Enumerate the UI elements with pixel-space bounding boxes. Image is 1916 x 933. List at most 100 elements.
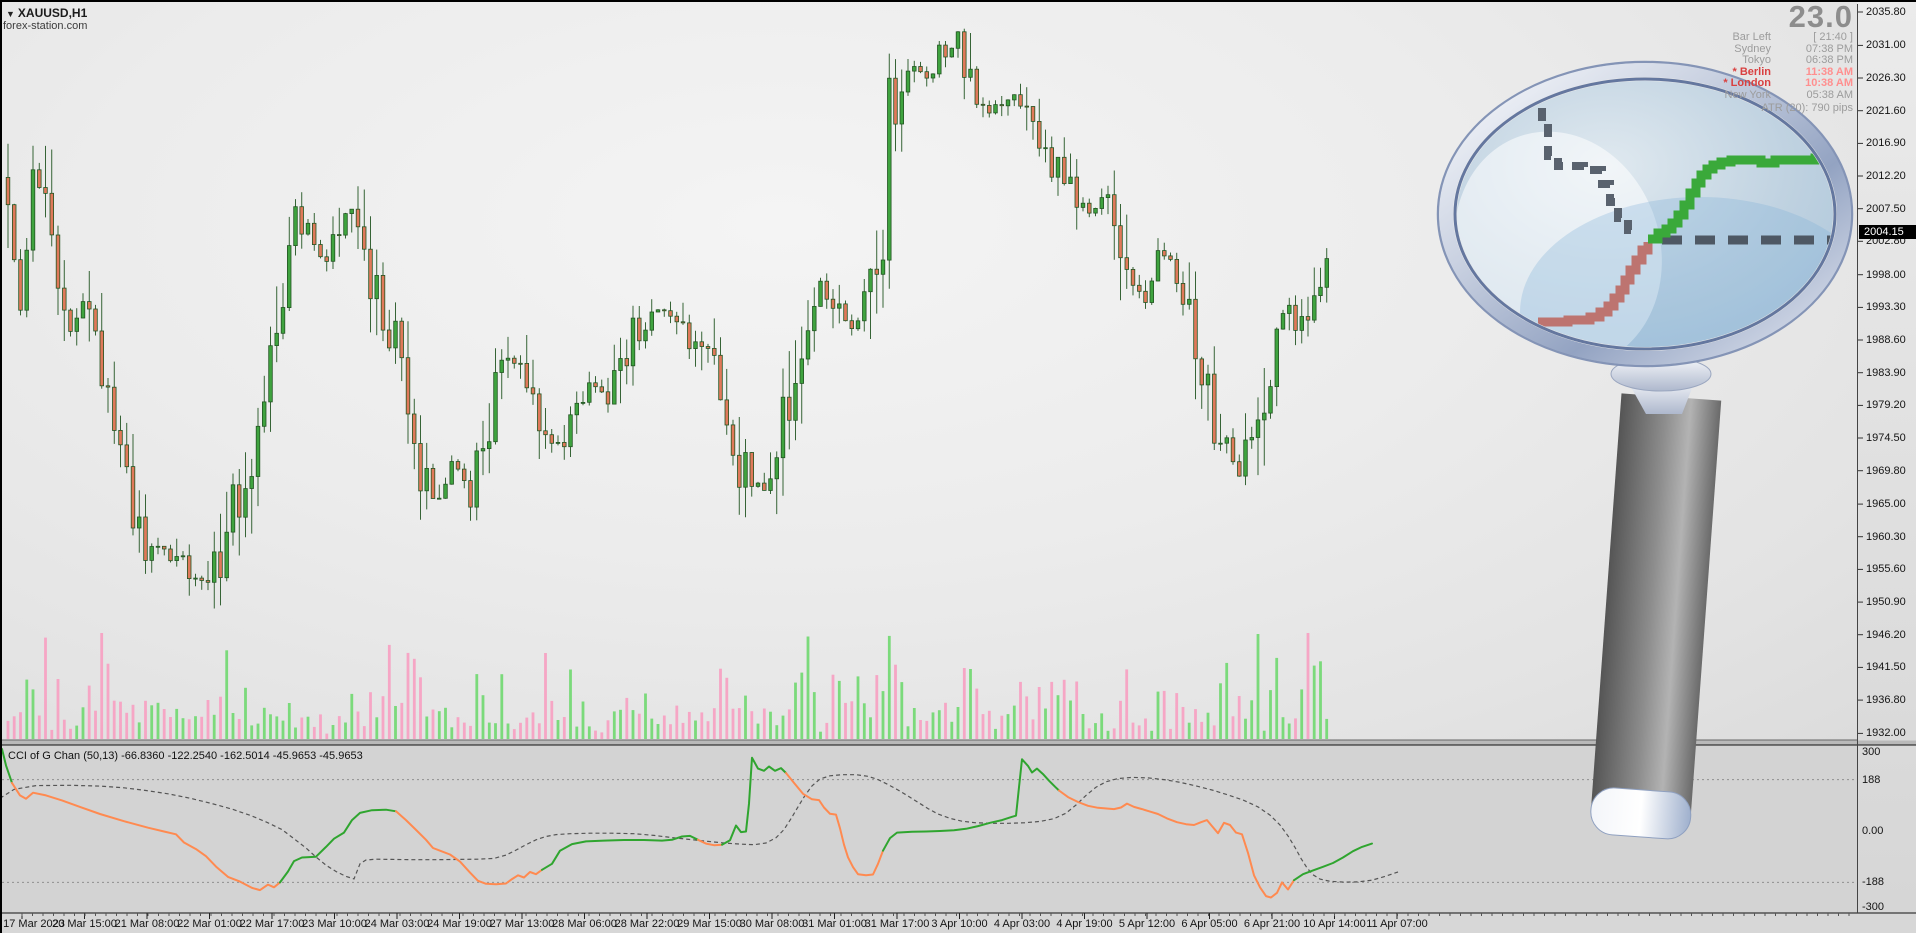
price-axis-label: 1974.50: [1866, 432, 1906, 444]
time-axis-label: 6 Apr 21:00: [1243, 918, 1301, 930]
price-axis-label: 1979.20: [1866, 399, 1906, 412]
clock-time: [ 21:40 ]: [1813, 31, 1853, 43]
cci-main-line-down: [785, 772, 884, 877]
price-axis-label: 1946.20: [1866, 628, 1906, 641]
time-axis-label: 27 Mar 13:00: [489, 918, 555, 930]
clock-time: 07:38 PM: [1805, 42, 1853, 55]
time-axis-label: 11 Apr 07:00: [1366, 918, 1428, 930]
price-axis-label: 1960.30: [1866, 530, 1906, 543]
price-axis-label: 1950.90: [1866, 596, 1906, 609]
symbol-text: XAUUSD,H1: [17, 6, 88, 20]
clock-city: * Berlin: [1732, 65, 1771, 78]
symbol-label[interactable]: ▼ XAUUSD,H1: [6, 6, 87, 20]
cci-main-line-up: [721, 756, 787, 846]
time-axis-label: 28 Mar 06:00: [552, 918, 617, 930]
cci-main-line-down: [697, 838, 723, 847]
time-axis-label: 21 Mar 08:00: [114, 918, 180, 930]
clock-row: New York 05:38 AM: [1653, 88, 1853, 102]
price-axis-label: 1936.80: [1866, 694, 1906, 707]
price-axis-label: 1965.00: [1866, 498, 1906, 511]
time-axis-label: 3 Apr 10:00: [931, 918, 988, 930]
price-axis-label: 1998.00: [1866, 268, 1906, 281]
clock-row: Tokyo 06:38 PM: [1653, 54, 1853, 67]
price-axis-label: 2026.30: [1866, 72, 1906, 84]
price-axis-label: 2031.00: [1866, 39, 1906, 52]
clock-row: Sydney 07:38 PM: [1653, 42, 1853, 56]
time-axis-label: 31 Mar 17:00: [864, 918, 930, 930]
clock-city: Bar Left: [1732, 31, 1771, 43]
clock-time: 11:38 AM: [1805, 65, 1853, 78]
clock-row: * Berlin 11:38 AM: [1653, 65, 1853, 79]
time-axis-label: 10 Apr 14:00: [1303, 918, 1366, 930]
cci-axis-label: 0.00: [1862, 825, 1884, 837]
price-axis-label: 1993.30: [1866, 301, 1906, 314]
atr-value: ATR (20): 790 pips: [1761, 102, 1853, 114]
price-axis-label: 2035.80: [1866, 6, 1906, 18]
cci-axis-label: -300: [1862, 901, 1885, 913]
time-axis-label: 23 Mar 10:00: [302, 918, 367, 930]
cci-indicator-series: [0, 748, 1856, 899]
magnifier-ring-inner: [1453, 77, 1837, 351]
cci-main-line-down: [11, 781, 281, 892]
axis-tick-marks: [21, 11, 1863, 919]
price-axis[interactable]: 2035.80 2031.00 2026.30 2021.60 2016.90 2012.…: [1858, 2, 1916, 913]
cci-axis-label: 188: [1862, 773, 1881, 786]
cci-main-line-down: [395, 810, 543, 886]
time-axis[interactable]: 17 Mar 2023 20 Mar 15:00 21 Mar 08:00 22 Ma…: [0, 918, 1916, 933]
time-axis-label: 29 Mar 15:00: [677, 918, 742, 930]
time-axis-background: [0, 913, 1916, 933]
indicator-title: CCI of G Chan (50,13) -66.8360 -122.2540…: [8, 750, 363, 762]
price-axis-label: 2021.60: [1866, 104, 1906, 117]
clock-rows: Bar Left [ 21:40 ] Sydney 07:38 PM Tokyo 06:3…: [1653, 31, 1853, 102]
clock-city: Sydney: [1734, 42, 1771, 55]
candlestick-series: [5, 28, 1329, 609]
lens-red-step-line: [1538, 242, 1653, 327]
cci-main-line-down: [1058, 789, 1295, 899]
price-axis-background: [1858, 2, 1916, 913]
cci-main-line-up: [279, 808, 397, 884]
magnifier-graphic: [1436, 60, 1854, 840]
time-axis-label: 6 Apr 05:00: [1181, 918, 1238, 930]
clock-row: * London 10:38 AM: [1653, 77, 1853, 90]
time-axis-label: 22 Mar 01:00: [177, 918, 242, 930]
price-axis-label: 1932.00: [1866, 727, 1906, 740]
time-axis-label: 31 Mar 01:00: [802, 918, 867, 930]
clock-city: Tokyo: [1742, 54, 1771, 66]
lens-tint: [1520, 197, 1833, 347]
time-axis-label: 22 Mar 17:00: [239, 918, 305, 930]
market-clock-panel: 23.0 Bar Left[ 21:40 ] Sydney 07:38 PM Toky…: [1653, 2, 1853, 114]
time-axis-label: 4 Apr 19:00: [1056, 918, 1113, 930]
cci-main-line-up: [541, 834, 699, 871]
dropdown-arrow-icon: ▼: [6, 9, 15, 19]
clock-row: Bar Left [ 21:40 ]: [1653, 31, 1853, 44]
volume-bars: [6, 633, 1329, 739]
big-countdown-value: 23.0: [1788, 0, 1853, 34]
price-axis-label: 1983.90: [1866, 366, 1906, 379]
magnifier-ring-outer: [1436, 60, 1854, 368]
time-axis-label: 4 Apr 03:00: [993, 918, 1051, 930]
price-axis-label: 1941.50: [1866, 661, 1906, 674]
time-axis-label: 24 Mar 03:00: [364, 918, 430, 930]
lens-dashed-step-line: [1530, 94, 1640, 234]
clock-city: * London: [1723, 77, 1771, 89]
price-axis-label: 1955.60: [1866, 563, 1906, 576]
price-axis-label: 2012.20: [1866, 170, 1906, 182]
price-axis-label: 2016.90: [1866, 137, 1906, 150]
time-axis-label: 24 Mar 19:00: [427, 918, 492, 930]
price-axis-label: 1988.60: [1866, 334, 1906, 346]
watermark: forex-station.com: [3, 20, 88, 32]
current-price-tag: 2004.15: [1859, 225, 1916, 239]
cci-main-line-up: [882, 758, 1060, 852]
time-axis-label: 30 Mar 08:00: [739, 918, 805, 930]
cci-main-line-up: [1, 748, 13, 784]
clock-time: 06:38 PM: [1805, 54, 1853, 66]
time-axis-label: 5 Apr 12:00: [1118, 918, 1176, 930]
time-axis-label: 20 Mar 15:00: [52, 918, 117, 930]
time-axis-label: 17 Mar 2023: [3, 918, 65, 930]
cci-axis-label: -188: [1862, 876, 1885, 889]
cci-main-line-up: [1293, 842, 1373, 882]
magnifier-ring: [1439, 63, 1851, 365]
clock-city: New York: [1724, 88, 1771, 101]
